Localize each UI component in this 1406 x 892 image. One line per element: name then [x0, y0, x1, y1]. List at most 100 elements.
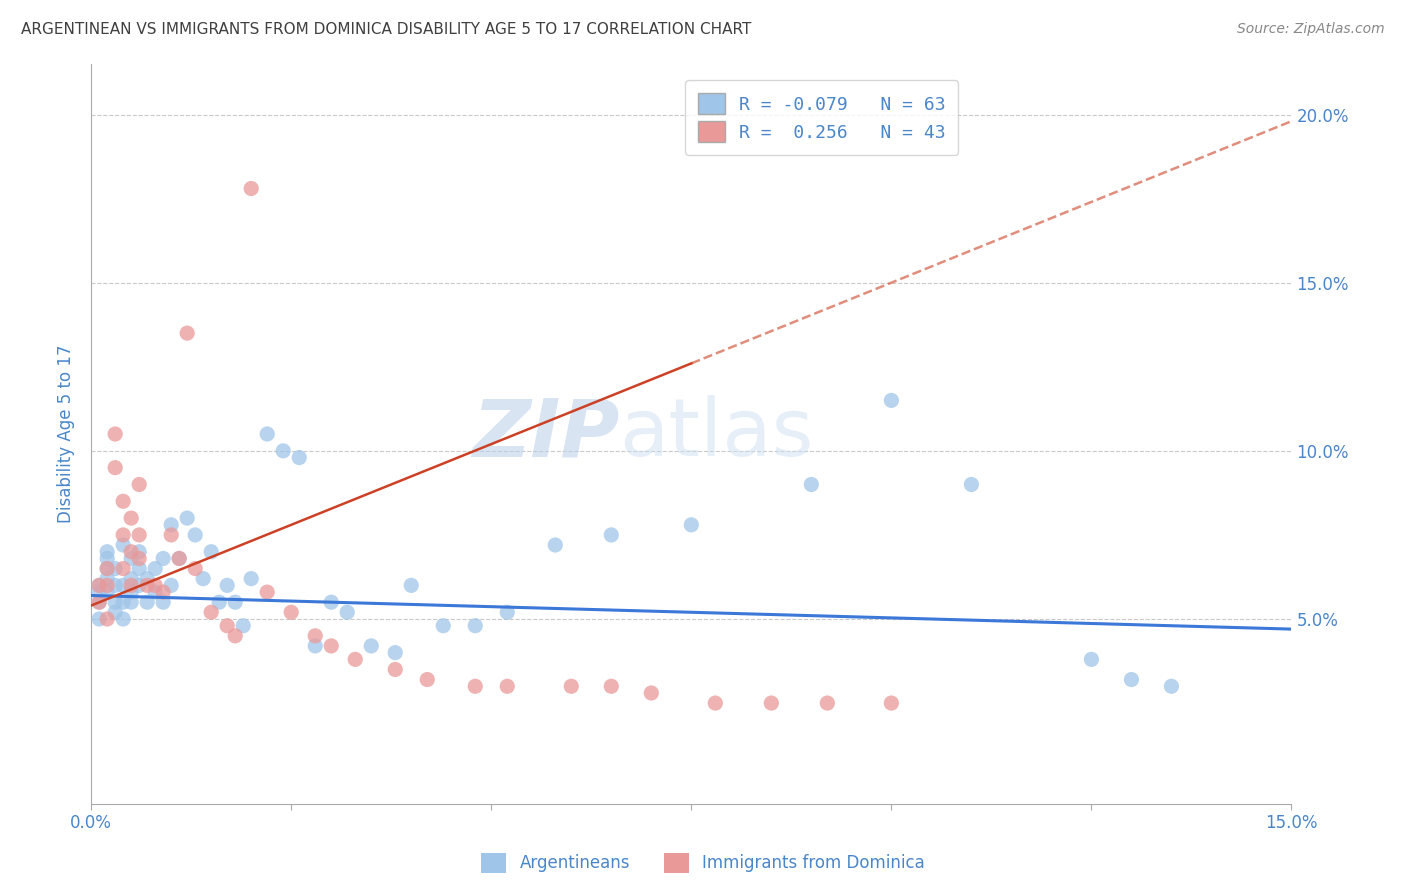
Point: [104, 605, 127, 619]
Point: [960, 477, 983, 491]
Point: [160, 528, 183, 542]
Point: [1121, 673, 1143, 687]
Point: [167, 551, 190, 566]
Point: [208, 595, 231, 609]
Text: ARGENTINEAN VS IMMIGRANTS FROM DOMINICA DISABILITY AGE 5 TO 17 CORRELATION CHART: ARGENTINEAN VS IMMIGRANTS FROM DOMINICA …: [21, 22, 751, 37]
Legend: R = -0.079   N = 63, R =  0.256   N = 43: R = -0.079 N = 63, R = 0.256 N = 43: [685, 80, 959, 154]
Point: [224, 629, 246, 643]
Point: [704, 696, 727, 710]
Text: atlas: atlas: [619, 395, 814, 473]
Point: [800, 477, 823, 491]
Point: [761, 696, 783, 710]
Point: [96, 545, 118, 559]
Point: [217, 578, 239, 592]
Point: [104, 561, 127, 575]
Point: [176, 511, 198, 525]
Point: [104, 578, 127, 592]
Point: [128, 528, 150, 542]
Point: [120, 551, 142, 566]
Point: [96, 561, 118, 575]
Point: [167, 551, 190, 566]
Point: [160, 517, 183, 532]
Point: [96, 585, 118, 599]
Point: [416, 673, 439, 687]
Point: [152, 551, 174, 566]
Point: [89, 612, 111, 626]
Point: [112, 595, 135, 609]
Point: [96, 578, 118, 592]
Point: [384, 646, 406, 660]
Point: [256, 427, 278, 442]
Point: [200, 605, 222, 619]
Point: [184, 528, 207, 542]
Point: [143, 561, 166, 575]
Point: [280, 605, 302, 619]
Point: [160, 578, 183, 592]
Point: [128, 545, 150, 559]
Point: [681, 517, 703, 532]
Point: [104, 460, 127, 475]
Point: [880, 393, 903, 408]
Point: [544, 538, 567, 552]
Point: [496, 605, 519, 619]
Point: [128, 551, 150, 566]
Point: [112, 561, 135, 575]
Point: [256, 585, 278, 599]
Point: [240, 572, 263, 586]
Point: [304, 629, 326, 643]
Point: [193, 572, 215, 586]
Point: [128, 578, 150, 592]
Text: Source: ZipAtlas.com: Source: ZipAtlas.com: [1237, 22, 1385, 37]
Point: [128, 561, 150, 575]
Point: [217, 618, 239, 632]
Point: [152, 595, 174, 609]
Point: [432, 618, 454, 632]
Point: [496, 679, 519, 693]
Point: [815, 696, 838, 710]
Point: [128, 477, 150, 491]
Point: [89, 585, 111, 599]
Point: [89, 595, 111, 609]
Point: [112, 578, 135, 592]
Point: [384, 663, 406, 677]
Point: [600, 528, 623, 542]
Point: [304, 639, 326, 653]
Point: [200, 545, 222, 559]
Point: [120, 585, 142, 599]
Point: [232, 618, 254, 632]
Y-axis label: Disability Age 5 to 17: Disability Age 5 to 17: [58, 345, 75, 524]
Legend: Argentineans, Immigrants from Dominica: Argentineans, Immigrants from Dominica: [475, 847, 931, 880]
Point: [120, 511, 142, 525]
Point: [640, 686, 662, 700]
Point: [464, 618, 486, 632]
Point: [184, 561, 207, 575]
Point: [136, 578, 159, 592]
Point: [120, 595, 142, 609]
Point: [89, 578, 111, 592]
Point: [112, 612, 135, 626]
Point: [880, 696, 903, 710]
Point: [336, 605, 359, 619]
Point: [240, 181, 263, 195]
Point: [112, 494, 135, 508]
Point: [1080, 652, 1102, 666]
Point: [89, 595, 111, 609]
Point: [120, 578, 142, 592]
Point: [120, 545, 142, 559]
Point: [104, 427, 127, 442]
Point: [321, 595, 343, 609]
Point: [224, 595, 246, 609]
Point: [136, 595, 159, 609]
Point: [143, 585, 166, 599]
Point: [112, 528, 135, 542]
Point: [96, 561, 118, 575]
Point: [89, 578, 111, 592]
Point: [96, 572, 118, 586]
Point: [112, 538, 135, 552]
Point: [136, 572, 159, 586]
Point: [344, 652, 367, 666]
Point: [399, 578, 422, 592]
Point: [560, 679, 582, 693]
Point: [288, 450, 311, 465]
Point: [152, 585, 174, 599]
